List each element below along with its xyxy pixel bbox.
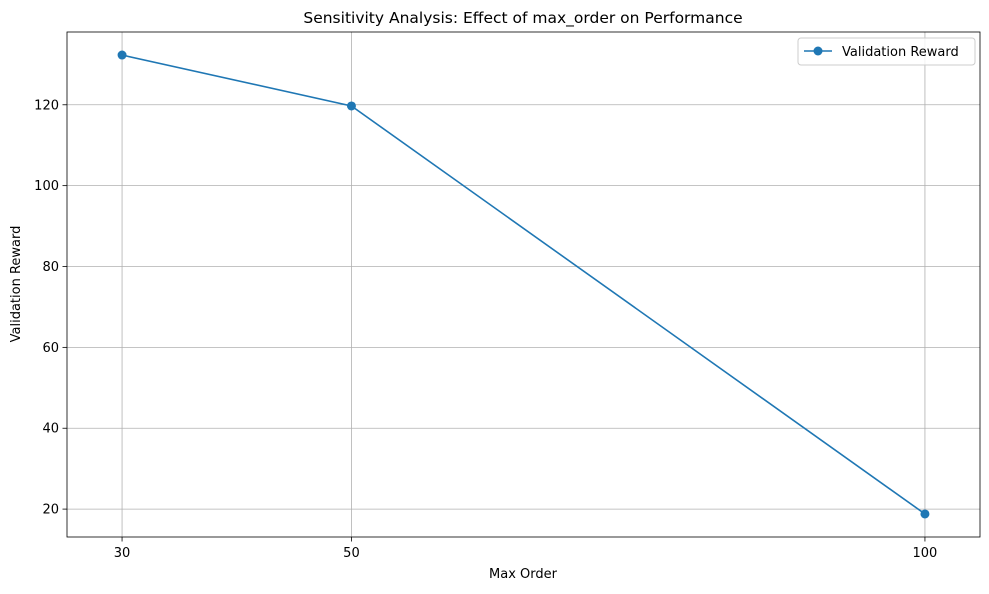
x-tick-label: 50 bbox=[343, 546, 360, 561]
legend-box bbox=[797, 37, 976, 66]
data-point bbox=[117, 50, 127, 60]
legend: Validation Reward bbox=[797, 37, 976, 66]
grid bbox=[67, 32, 980, 537]
data-point bbox=[346, 101, 356, 111]
x-tick-label: 30 bbox=[114, 546, 131, 561]
legend-marker-swatch bbox=[813, 46, 823, 56]
x-axis-label: Max Order bbox=[489, 567, 558, 582]
data-point bbox=[920, 509, 930, 519]
y-axis-ticks: 20 40 60 80 100 120 bbox=[34, 98, 67, 518]
legend-label: Validation Reward bbox=[842, 45, 959, 60]
y-tick-label: 20 bbox=[42, 503, 59, 518]
y-tick-label: 40 bbox=[42, 422, 59, 437]
y-tick-label: 60 bbox=[42, 341, 59, 356]
y-axis-label: Validation Reward bbox=[9, 226, 24, 343]
y-tick-label: 120 bbox=[34, 98, 59, 113]
x-tick-label: 100 bbox=[913, 546, 938, 561]
chart-title: Sensitivity Analysis: Effect of max_orde… bbox=[303, 9, 742, 28]
series-layer bbox=[117, 50, 930, 519]
plot-frame bbox=[66, 31, 981, 538]
y-tick-label: 80 bbox=[42, 260, 59, 275]
x-axis-ticks: 30 50 100 bbox=[114, 537, 938, 561]
y-tick-label: 100 bbox=[34, 179, 59, 194]
